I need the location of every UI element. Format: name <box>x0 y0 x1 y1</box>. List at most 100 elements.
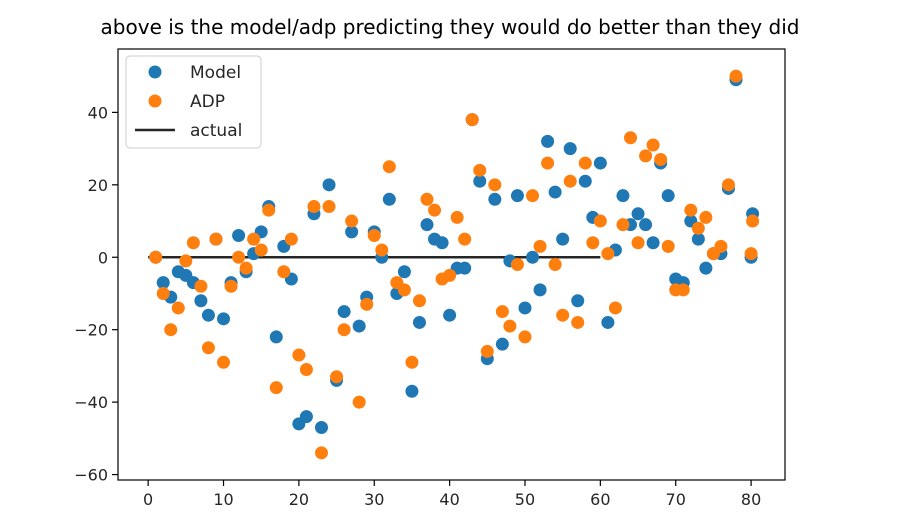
adp-point <box>186 236 200 250</box>
x-tick-label: 80 <box>741 490 761 509</box>
chart-marks <box>148 69 760 460</box>
adp-point <box>428 203 442 217</box>
legend-label: ADP <box>190 92 225 112</box>
adp-point <box>631 236 645 250</box>
adp-point <box>458 232 472 246</box>
adp-point <box>623 131 637 145</box>
model-point <box>435 236 449 250</box>
legend-box <box>125 55 262 149</box>
adp-point <box>593 214 607 228</box>
adp-point <box>721 178 735 192</box>
adp-point <box>405 355 419 369</box>
adp-point <box>503 319 517 333</box>
adp-point <box>608 301 622 315</box>
adp-point <box>714 239 728 253</box>
adp-point <box>179 254 193 268</box>
model-point <box>201 308 215 322</box>
adp-point <box>676 283 690 297</box>
model-point <box>488 192 502 206</box>
adp-point <box>247 232 261 246</box>
model-point <box>269 330 283 344</box>
adp-point <box>533 239 547 253</box>
adp-point <box>322 200 336 214</box>
adp-point <box>217 355 231 369</box>
adp-point <box>510 258 524 271</box>
model-point <box>337 305 351 319</box>
model-point <box>661 189 675 203</box>
adp-point <box>254 243 268 257</box>
y-tick-label: 40 <box>88 103 108 122</box>
adp-point <box>224 279 238 293</box>
adp-point <box>443 268 457 282</box>
adp-point <box>352 395 366 409</box>
adp-point <box>149 250 163 264</box>
adp-point <box>691 221 705 235</box>
y-tick-label: −60 <box>74 466 108 485</box>
x-tick-label: 30 <box>364 490 384 509</box>
adp-point <box>699 210 713 224</box>
adp-point <box>337 323 351 337</box>
model-point <box>646 236 660 250</box>
adp-point <box>601 247 615 261</box>
adp-point <box>571 315 585 329</box>
adp-point <box>232 250 246 264</box>
adp-point <box>548 258 562 271</box>
model-point <box>691 232 705 246</box>
adp-point <box>277 265 291 279</box>
model-point <box>639 218 653 232</box>
model-point <box>405 384 419 398</box>
model-point <box>593 156 607 170</box>
model-point <box>420 218 434 232</box>
model-point <box>699 261 713 275</box>
chart-title: above is the model/adp predicting they w… <box>101 15 800 39</box>
adp-point <box>616 218 630 232</box>
adp-point <box>541 156 555 170</box>
legend-label: actual <box>190 121 242 141</box>
adp-point <box>171 301 185 315</box>
model-point <box>352 319 366 333</box>
adp-point <box>480 344 494 358</box>
adp-point <box>639 149 653 163</box>
model-point <box>510 189 524 203</box>
adp-point <box>488 178 502 192</box>
model-point <box>495 337 509 351</box>
model-point <box>458 261 472 275</box>
adp-point <box>292 348 306 362</box>
model-point <box>601 315 615 329</box>
adp-point <box>262 203 276 217</box>
chart-legend: Model ADP actual <box>125 55 262 149</box>
model-point <box>314 420 328 434</box>
legend-label: Model <box>190 63 241 83</box>
adp-point <box>382 160 396 174</box>
adp-point <box>654 152 668 166</box>
y-tick-label: −40 <box>74 393 108 412</box>
model-point <box>194 294 208 308</box>
model-point <box>533 283 547 297</box>
adp-point <box>164 323 178 337</box>
adp-point <box>299 363 313 377</box>
model-point <box>397 265 411 279</box>
model-point <box>563 142 577 156</box>
model-point <box>443 308 457 322</box>
adp-point <box>330 370 344 384</box>
adp-point <box>412 294 426 308</box>
x-axis: 0 10 20 30 40 50 60 70 80 <box>143 480 761 509</box>
model-point <box>541 134 555 148</box>
y-tick-label: 20 <box>88 176 108 195</box>
adp-point <box>586 236 600 250</box>
adp-point <box>661 239 675 253</box>
adp-point <box>744 247 758 261</box>
adp-point <box>729 69 743 83</box>
model-point <box>616 189 630 203</box>
adp-point <box>239 261 253 275</box>
adp-point <box>345 214 359 228</box>
adp-point <box>556 308 570 322</box>
adp-point <box>746 214 760 228</box>
adp-point <box>375 243 389 257</box>
model-point <box>299 410 313 424</box>
adp-point <box>284 232 298 246</box>
x-tick-label: 50 <box>515 490 535 509</box>
y-tick-label: −20 <box>74 321 108 340</box>
model-point <box>217 312 231 326</box>
